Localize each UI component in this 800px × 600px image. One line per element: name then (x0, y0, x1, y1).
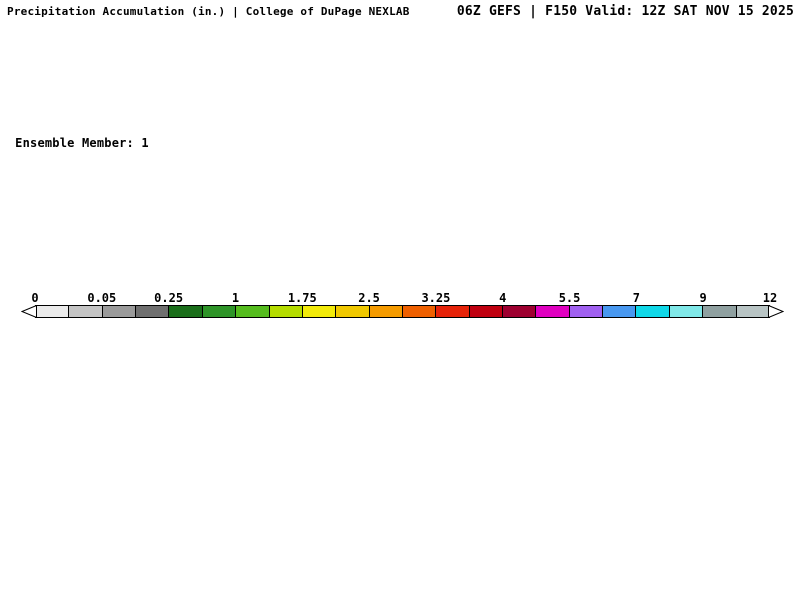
colorbar-tick-label: 1 (231, 291, 240, 305)
colorbar-segment (736, 306, 769, 317)
colorbar-tick-label: 3.25 (421, 291, 451, 305)
ensemble-member-label: Ensemble Member: 1 (15, 136, 149, 150)
colorbar-segment (603, 306, 637, 317)
colorbar-tick-label: 0 (31, 291, 39, 305)
colorbar-tick-labels: 0 0.05 0.25 1 1.75 2.5 3.25 4 5.5 7 9 12 (31, 291, 777, 305)
ensemble-map-1[interactable] (6, 30, 158, 133)
colorbar-segment (369, 306, 403, 317)
colorbar-segment (436, 306, 470, 317)
page-title: Precipitation Accumulation (in.) | Colle… (7, 5, 410, 18)
colorbar-segment (169, 306, 203, 317)
colorbar-segment (36, 306, 70, 317)
colorbar-segment (503, 306, 537, 317)
model-run-valid-time: 06Z GEFS | F150 Valid: 12Z SAT NOV 15 20… (456, 4, 794, 19)
colorbar-segment (536, 306, 570, 317)
colorbar-segment (703, 306, 737, 317)
colorbar-tick-label: 2.5 (358, 291, 380, 305)
colorbar-right-arrow-icon (768, 305, 784, 318)
colorbar-tick-label: 0.05 (87, 291, 117, 305)
colorbar-tick-label: 7 (632, 291, 640, 305)
colorbar-segment (469, 306, 504, 317)
colorbar-segment (636, 306, 670, 317)
panel-row-1: Ensemble Member: 1 (6, 30, 794, 150)
colorbar-tick-label: 9 (699, 291, 707, 305)
header: Precipitation Accumulation (in.) | Colle… (7, 4, 794, 19)
colorbar-segment (269, 306, 303, 317)
colorbar-segment (302, 306, 337, 317)
colorbar-segment (336, 306, 370, 317)
colorbar-segment (402, 306, 437, 317)
colorbar-segment (236, 306, 270, 317)
colorbar-tick-label: 0.25 (154, 291, 184, 305)
colorbar-tick-label: 4 (499, 291, 507, 305)
colorbar: 0 0.05 0.25 1 1.75 2.5 3.25 4 5.5 7 9 12 (21, 291, 784, 318)
colorbar-segment (136, 306, 170, 317)
colorbar-segment (669, 306, 704, 317)
colorbar-segment (69, 306, 103, 317)
colorbar-tick-label: 1.75 (287, 291, 317, 305)
colorbar-tick-label: 5.5 (558, 291, 581, 305)
colorbar-segment (569, 306, 604, 317)
ensemble-panel-1: Ensemble Member: 1 (6, 30, 158, 150)
colorbar-left-arrow-icon (21, 305, 37, 318)
colorbar-tick-label: 12 (762, 291, 778, 305)
colorbar-scale (21, 305, 784, 318)
colorbar-segment (202, 306, 237, 317)
colorbar-segment (102, 306, 137, 317)
